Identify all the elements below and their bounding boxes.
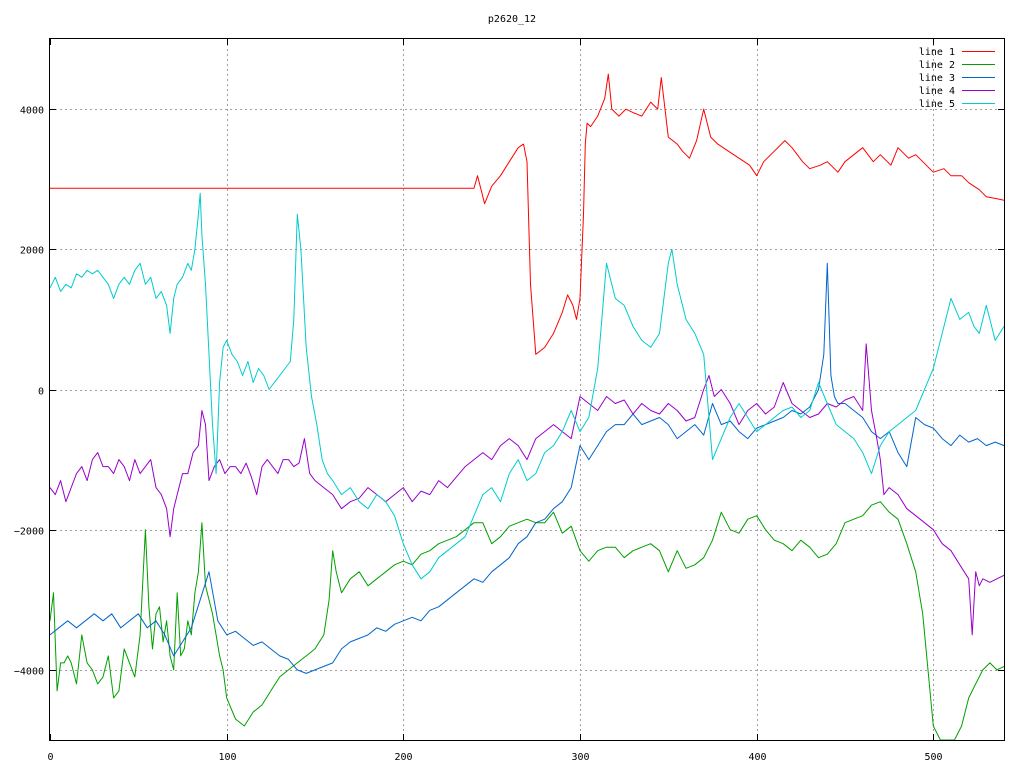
chart-title: p2620_12 — [488, 14, 536, 25]
legend-label: line 4 — [919, 86, 955, 97]
legend: line 1 line 2 line 3 line 4 line 5 — [919, 47, 995, 110]
y-axis: −4000 −2000 0 2000 4000 — [14, 106, 1004, 678]
series-line-1 — [50, 73, 1004, 355]
x-tick-label: 300 — [571, 752, 589, 763]
x-tick-label: 400 — [748, 752, 766, 763]
series-line-2 — [50, 501, 1004, 740]
legend-label: line 1 — [919, 47, 955, 58]
x-tick-label: 0 — [47, 752, 53, 763]
x-tick-label: 500 — [924, 752, 942, 763]
y-tick-label: 4000 — [20, 106, 44, 117]
y-tick-label: −4000 — [14, 667, 44, 678]
y-tick-label: −2000 — [14, 527, 44, 538]
series-line-5 — [50, 192, 1004, 580]
legend-label: line 5 — [919, 99, 955, 110]
series-lines — [50, 73, 1004, 740]
grid — [50, 39, 1004, 740]
series-line-3 — [50, 262, 1004, 674]
x-axis: 0 100 200 300 400 500 — [47, 39, 943, 763]
x-tick-label: 200 — [394, 752, 412, 763]
legend-label: line 3 — [919, 73, 955, 84]
y-tick-label: 2000 — [20, 246, 44, 257]
y-tick-label: 0 — [38, 387, 44, 398]
plot-frame — [49, 38, 1005, 741]
x-tick-label: 100 — [218, 752, 236, 763]
legend-label: line 2 — [919, 60, 955, 71]
series-line-4 — [50, 343, 1004, 636]
